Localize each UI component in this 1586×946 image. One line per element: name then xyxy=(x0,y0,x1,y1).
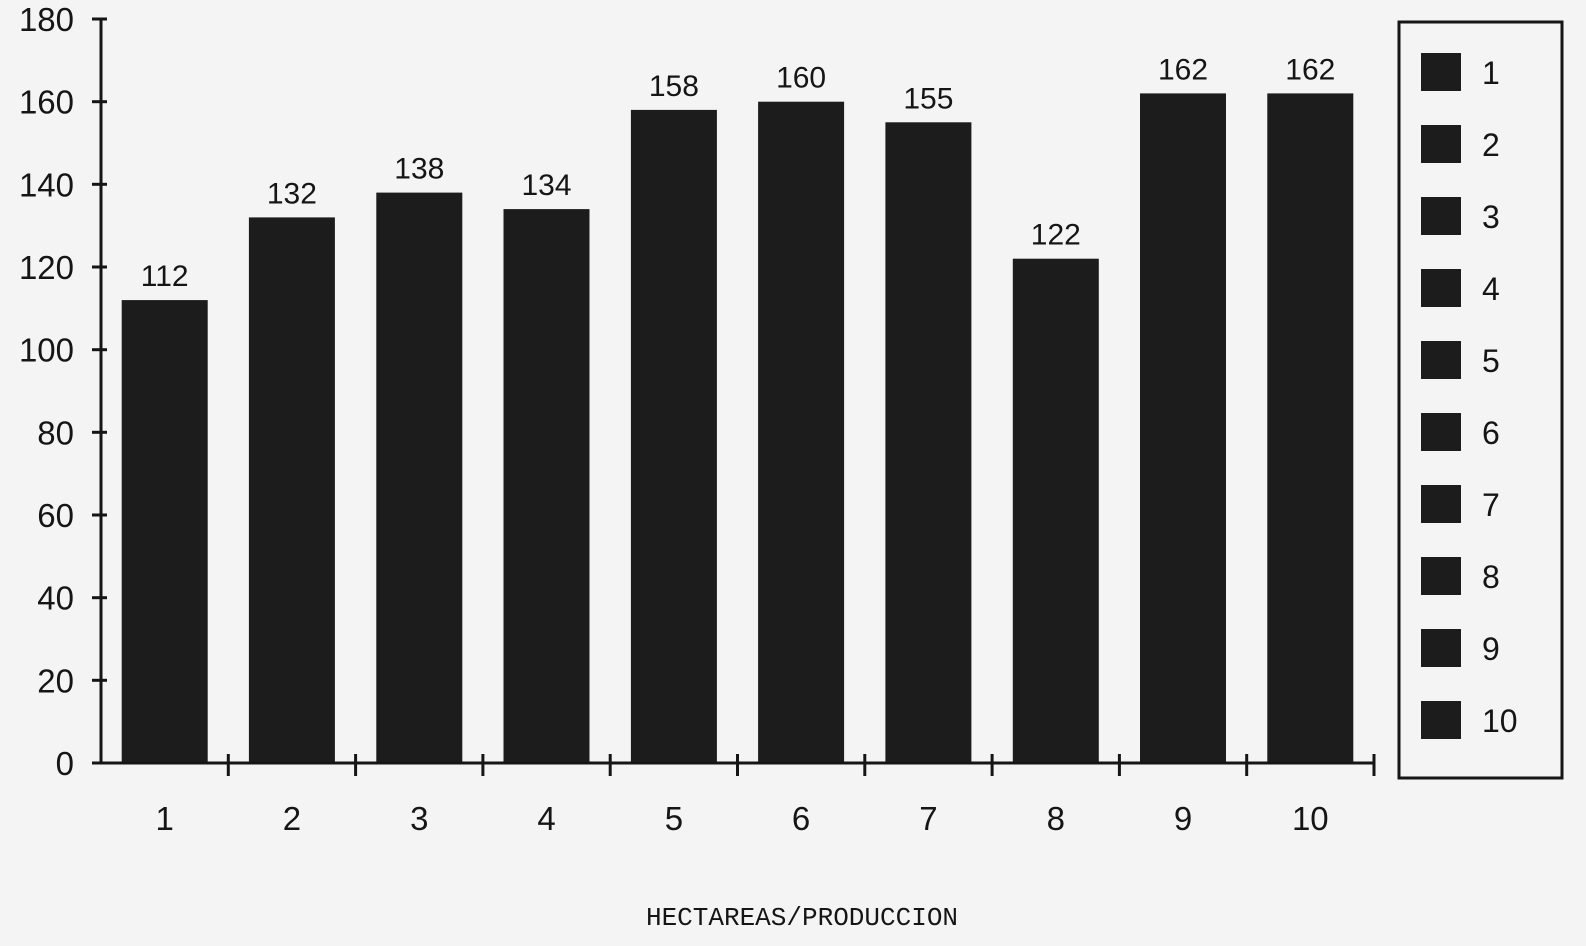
x-ticks-layer: 1 2 3 4 5 6 7 8 9 10 xyxy=(156,754,1376,837)
x-tick-label-8: 8 xyxy=(1047,800,1065,837)
bar-1 xyxy=(121,300,208,763)
y-tick-label-40: 40 xyxy=(37,580,74,617)
y-tick-label-0: 0 xyxy=(56,745,74,782)
data-label-8: 122 xyxy=(1031,219,1081,252)
legend-label-7: 7 xyxy=(1482,487,1500,523)
x-tick-label-2: 2 xyxy=(283,800,301,837)
y-tick-label-120: 120 xyxy=(19,249,74,286)
x-tick-label-6: 6 xyxy=(792,800,810,837)
y-tick-label-140: 140 xyxy=(19,166,74,203)
legend-swatch-7 xyxy=(1421,485,1461,523)
legend-swatch-6 xyxy=(1421,413,1461,451)
bar-8 xyxy=(1012,258,1099,763)
data-label-7: 155 xyxy=(903,82,953,115)
data-label-4: 134 xyxy=(521,169,571,202)
data-label-9: 162 xyxy=(1158,53,1208,86)
bar-7 xyxy=(885,122,972,764)
x-tick-label-5: 5 xyxy=(665,800,683,837)
legend-label-5: 5 xyxy=(1482,343,1500,379)
data-label-2: 132 xyxy=(267,177,317,210)
y-tick-label-80: 80 xyxy=(37,414,74,451)
y-tick-label-100: 100 xyxy=(19,332,74,369)
legend-label-9: 9 xyxy=(1482,631,1500,667)
bar-9 xyxy=(1140,93,1226,763)
x-tick-label-3: 3 xyxy=(410,800,428,837)
data-label-10: 162 xyxy=(1285,53,1335,86)
legend-swatch-9 xyxy=(1421,629,1461,667)
legend-label-2: 2 xyxy=(1482,127,1500,163)
x-tick-label-1: 1 xyxy=(156,800,174,837)
legend-label-8: 8 xyxy=(1482,559,1500,595)
bar-4 xyxy=(503,209,590,764)
legend-box xyxy=(1397,20,1564,780)
legend-swatch-3 xyxy=(1421,197,1461,235)
bar-5 xyxy=(630,109,717,763)
x-tick-label-7: 7 xyxy=(919,800,937,837)
bar-6 xyxy=(758,101,845,763)
x-tick-label-9: 9 xyxy=(1174,800,1192,837)
data-label-3: 138 xyxy=(394,153,444,186)
x-axis-title: HECTAREAS/PRODUCCION xyxy=(646,903,958,933)
legend: 1 2 3 4 5 6 7 8 9 10 xyxy=(1397,20,1564,780)
legend-label-6: 6 xyxy=(1482,415,1500,451)
x-tick-label-4: 4 xyxy=(537,800,555,837)
y-tick-label-60: 60 xyxy=(37,497,74,534)
data-label-1: 112 xyxy=(141,260,189,293)
legend-swatch-1 xyxy=(1421,53,1461,91)
legend-swatch-10 xyxy=(1421,701,1461,739)
bar-3 xyxy=(376,192,463,764)
value-labels-layer: 112 132 138 134 158 160 155 122 162 162 xyxy=(141,53,1336,293)
y-ticks-layer: 0 20 40 60 80 100 120 140 160 180 xyxy=(19,1,107,782)
data-label-6: 160 xyxy=(776,62,826,95)
bar-2 xyxy=(248,217,335,763)
legend-label-1: 1 xyxy=(1482,55,1500,91)
bars-layer xyxy=(121,93,1354,764)
y-tick-label-160: 160 xyxy=(19,84,74,121)
data-label-5: 158 xyxy=(649,70,699,103)
bar-10 xyxy=(1267,93,1354,763)
legend-swatch-4 xyxy=(1421,269,1461,307)
legend-swatch-2 xyxy=(1421,125,1461,163)
legend-label-10: 10 xyxy=(1482,703,1518,739)
legend-swatch-8 xyxy=(1421,557,1461,595)
y-tick-label-180: 180 xyxy=(19,1,74,38)
y-tick-label-20: 20 xyxy=(37,662,74,699)
legend-swatch-5 xyxy=(1421,341,1461,379)
legend-label-3: 3 xyxy=(1482,199,1500,235)
legend-label-4: 4 xyxy=(1482,271,1500,307)
x-tick-label-10: 10 xyxy=(1292,800,1329,837)
